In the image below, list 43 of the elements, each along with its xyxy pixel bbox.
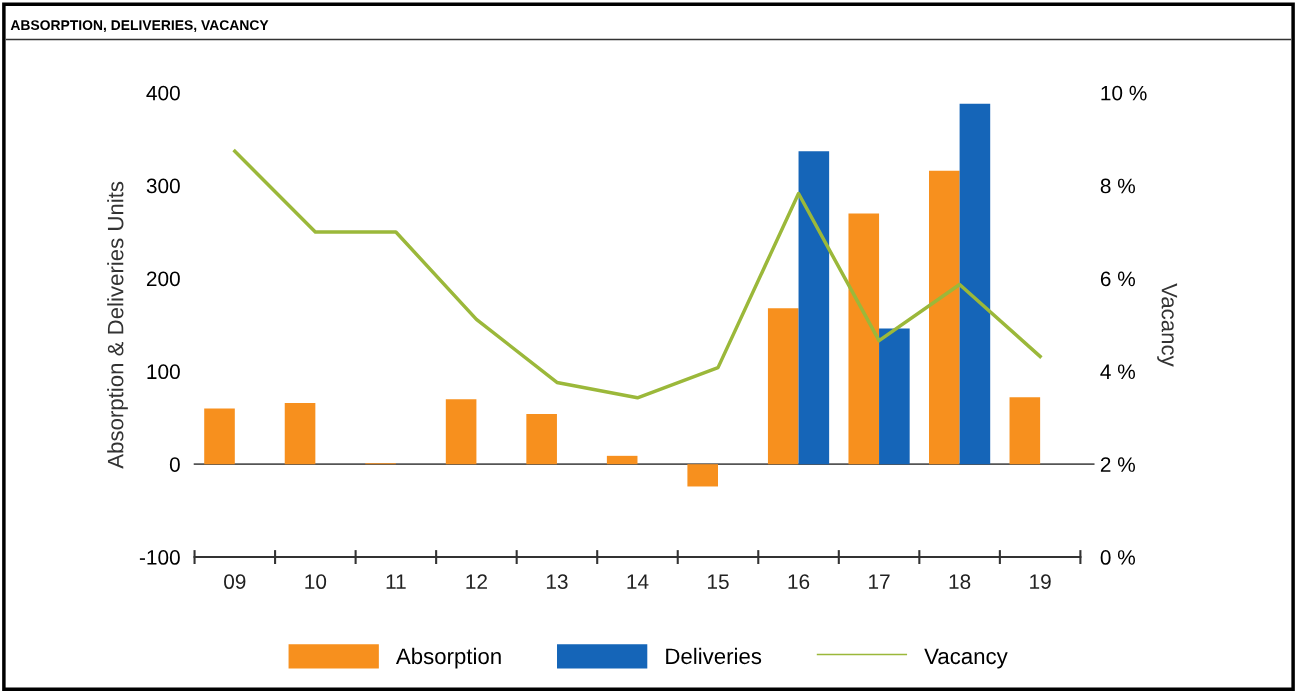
y2-tick-label: 4 % [1100, 364, 1135, 379]
x-tick-label: 19 [1030, 574, 1051, 590]
chart-title: ABSORPTION, DELIVERIES, VACANCY [10, 20, 269, 33]
x-tick-label: 10 [305, 574, 327, 590]
x-tick-label: 18 [949, 574, 971, 590]
bar [445, 399, 477, 465]
legend-label: Vacancy [924, 648, 1008, 669]
y-tick-label: 0 [169, 457, 180, 472]
y2-tick-label: 6 % [1100, 271, 1135, 287]
legend-label: Absorption [395, 647, 501, 669]
x-tick-label: 17 [869, 574, 890, 589]
bar [959, 103, 991, 465]
x-tick-label: 14 [627, 574, 649, 589]
legend-label: Deliveries [666, 647, 762, 665]
y-tick-label: -100 [139, 550, 180, 565]
bar [879, 328, 910, 465]
x-tick-label: 13 [546, 574, 568, 590]
bar [284, 402, 316, 465]
bar [687, 464, 719, 487]
bar [848, 213, 880, 465]
x-tick-label: 11 [386, 574, 406, 589]
bar [798, 151, 830, 465]
y2-tick-label: 2 % [1100, 457, 1135, 472]
x-tick-label: 12 [466, 574, 487, 589]
y2-axis-title: Vacancy [1157, 283, 1178, 367]
bar [606, 455, 638, 465]
y-axis-title: Absorption & Deliveries Units [107, 181, 128, 469]
y-tick-label: 200 [146, 271, 180, 287]
y-tick-label: 100 [147, 364, 180, 380]
x-tick-label: 16 [788, 574, 810, 590]
bar [204, 408, 235, 465]
y2-tick-label: 10 % [1101, 85, 1147, 101]
bar [1009, 397, 1041, 465]
y-tick-label: 400 [146, 85, 180, 101]
bar [929, 170, 960, 465]
x-tick-label: 09 [224, 574, 246, 590]
bar [526, 414, 557, 465]
y-tick-label: 300 [146, 178, 180, 194]
x-tick-label: 15 [708, 574, 729, 590]
y2-tick-label: 8 % [1100, 178, 1135, 194]
line-series [233, 149, 1042, 400]
y2-tick-label: 0 % [1100, 550, 1135, 565]
bar [767, 308, 799, 465]
